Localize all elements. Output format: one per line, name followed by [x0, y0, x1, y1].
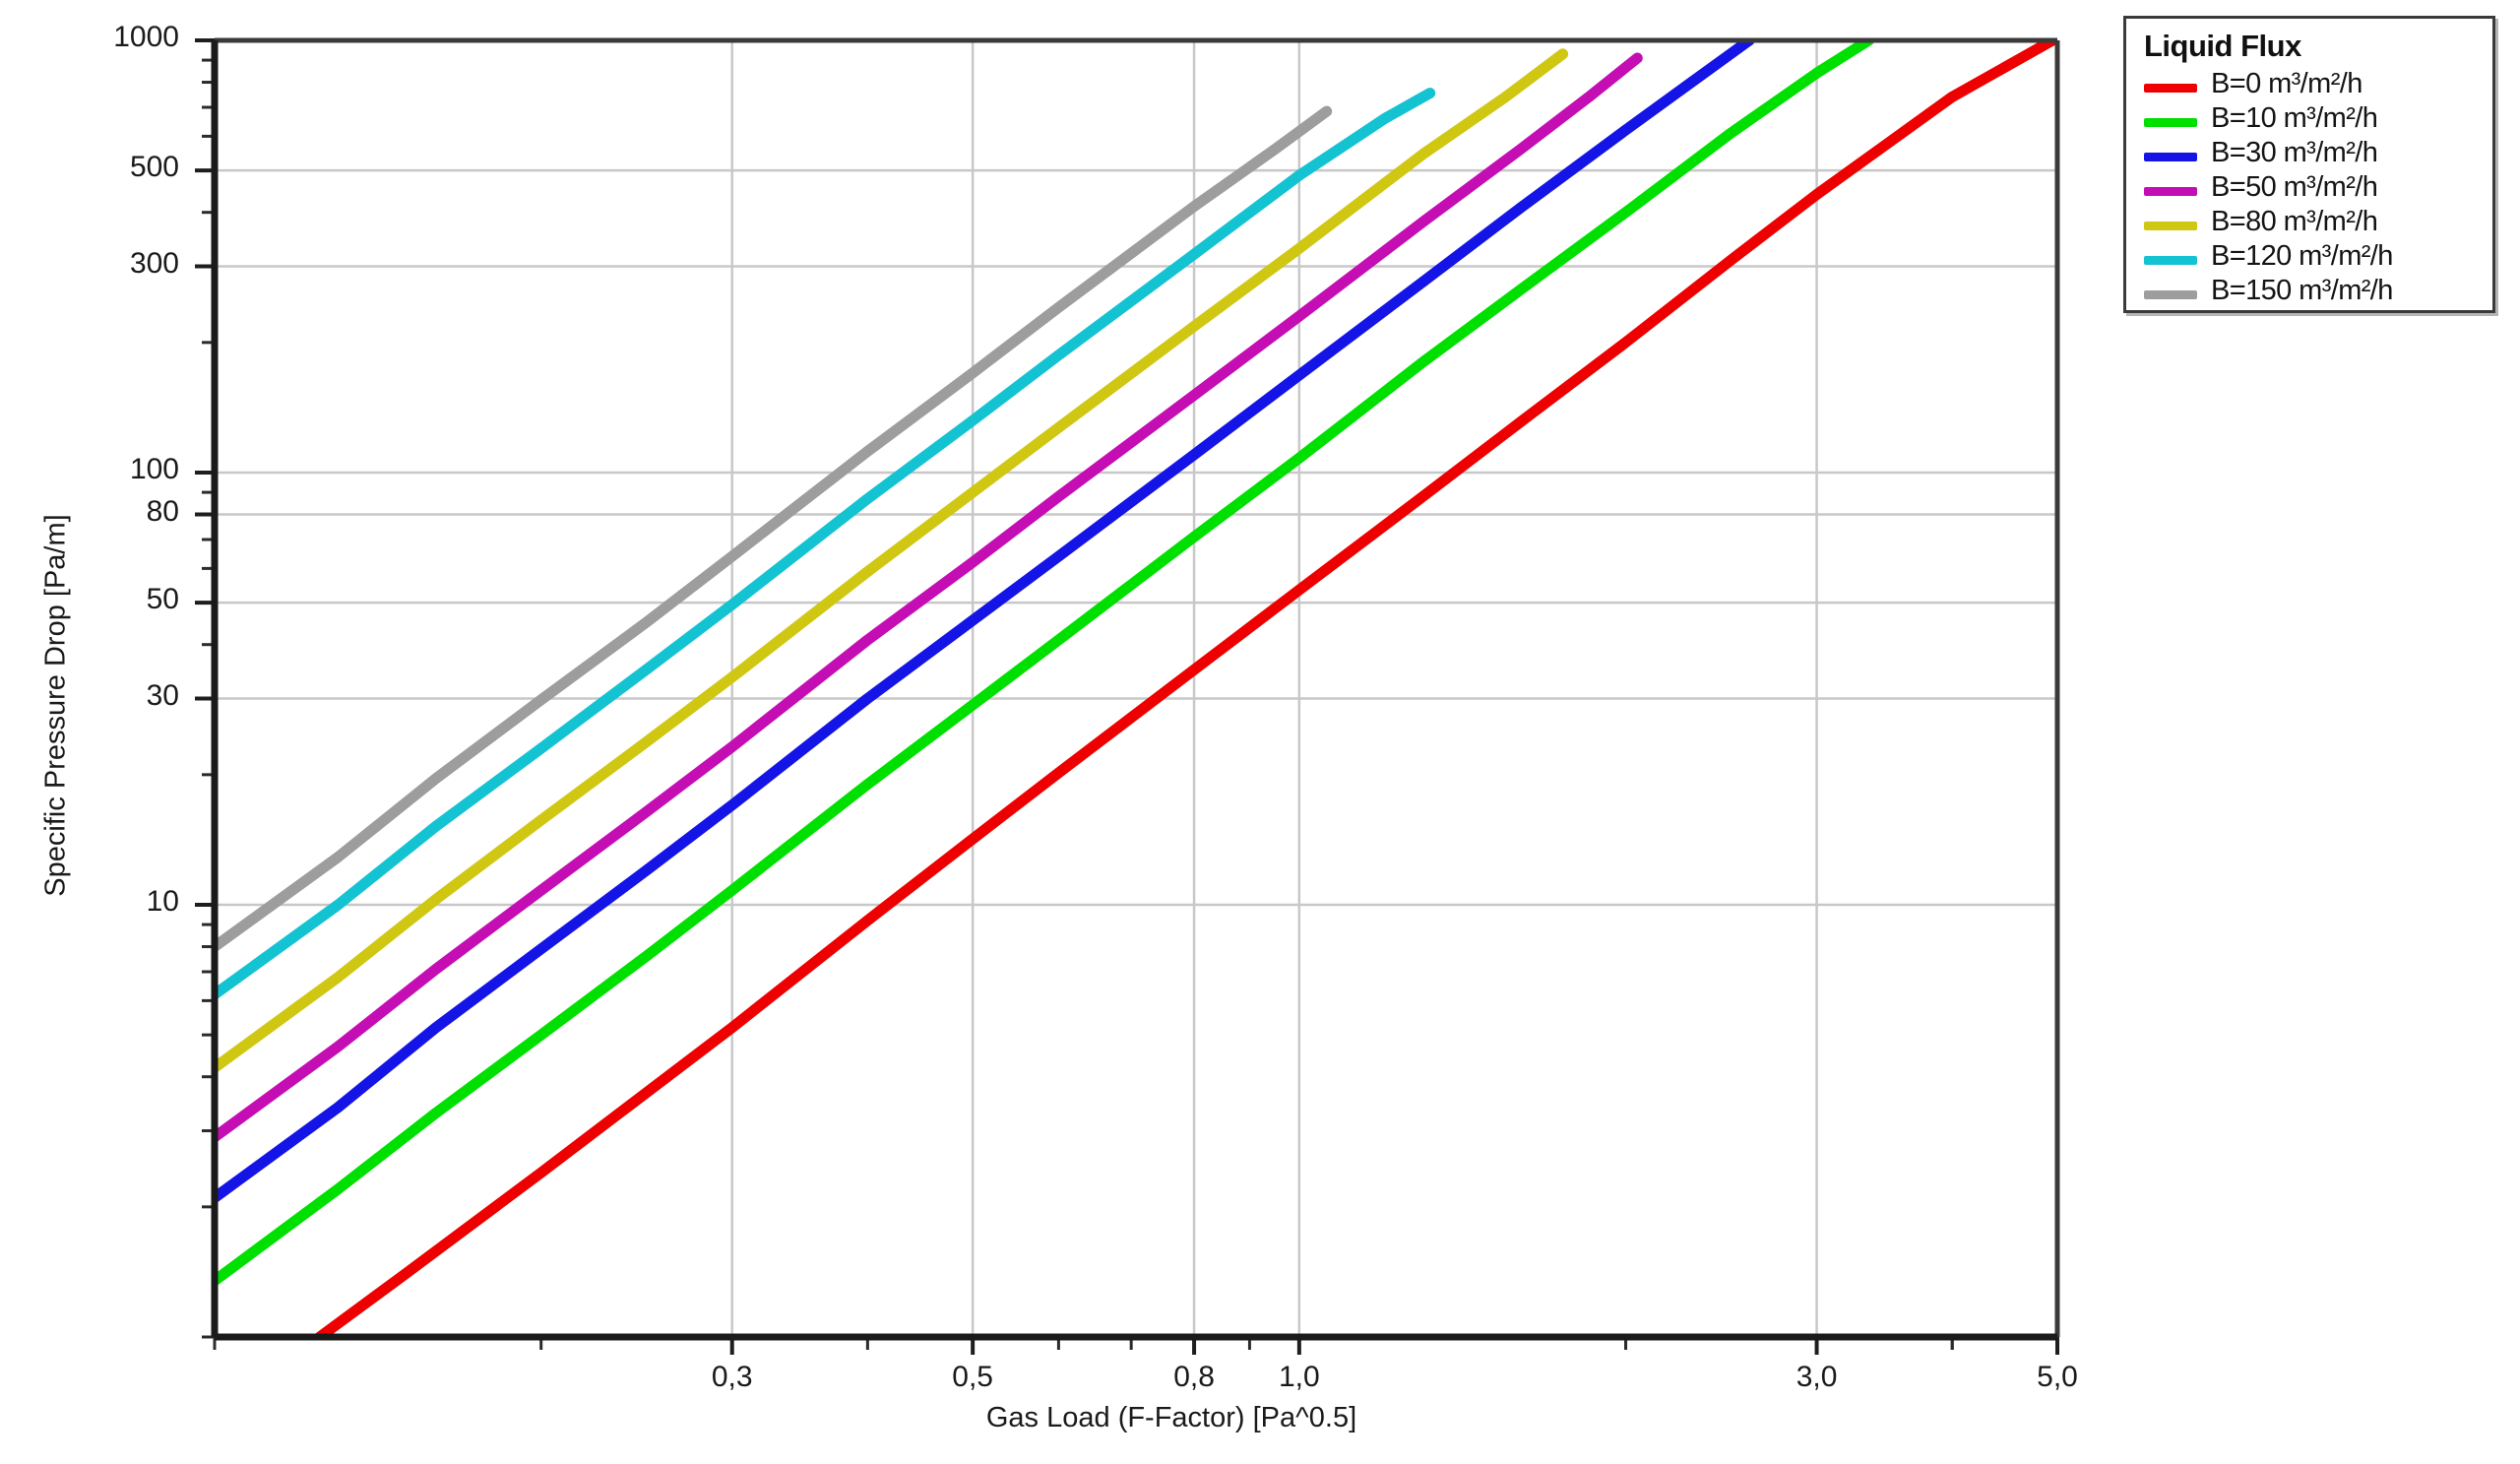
legend-item-4[interactable]: B=80 m³/m²/h — [2144, 206, 2483, 245]
x-tick-label-5: 5,0 — [2037, 1361, 2078, 1393]
series-line-0 — [314, 40, 2057, 1337]
y-tick-label-1: 30 — [146, 678, 179, 712]
legend-item-label: B=50 m³/m²/h — [2211, 171, 2378, 203]
legend-item-label: B=150 m³/m²/h — [2211, 275, 2393, 306]
legend-item-1[interactable]: B=10 m³/m²/h — [2144, 102, 2483, 142]
legend-item-label: B=80 m³/m²/h — [2211, 206, 2378, 237]
legend-item-label: B=0 m³/m²/h — [2211, 68, 2362, 99]
legend-box: Liquid Flux B=0 m³/m²/h B=10 m³/m²/h B=30 … — [2123, 16, 2495, 313]
legend-item-6[interactable]: B=150 m³/m²/h — [2144, 275, 2483, 314]
x-tick-label-0: 0,3 — [711, 1361, 753, 1393]
x-axis-title: Gas Load (F-Factor) [Pa^0.5] — [985, 1402, 1357, 1433]
legend-color-swatch-icon — [2144, 222, 2197, 230]
x-tick-label-2: 0,8 — [1173, 1361, 1215, 1393]
legend-color-swatch-icon — [2144, 187, 2197, 196]
x-tick-label-3: 1,0 — [1278, 1361, 1320, 1393]
y-tick-label-3: 80 — [146, 494, 179, 528]
legend-color-swatch-icon — [2144, 256, 2197, 265]
legend-item-label: B=120 m³/m²/h — [2211, 240, 2393, 272]
y-tick-label-7: 1000 — [113, 21, 179, 53]
legend-item-3[interactable]: B=50 m³/m²/h — [2144, 171, 2483, 211]
legend-color-swatch-icon — [2144, 118, 2197, 127]
series-line-2 — [215, 40, 1755, 1203]
series-line-5 — [215, 88, 1436, 1000]
legend-color-swatch-icon — [2144, 84, 2197, 93]
series-line-1 — [215, 40, 1874, 1287]
legend-item-label: B=10 m³/m²/h — [2211, 102, 2378, 134]
series-line-6 — [215, 105, 1333, 952]
y-tick-label-5: 300 — [129, 246, 179, 280]
y-tick-label-4: 100 — [129, 453, 179, 485]
plot-background — [215, 40, 2057, 1337]
legend-title: Liquid Flux — [2144, 29, 2301, 63]
legend-color-swatch-icon — [2144, 153, 2197, 161]
y-tick-label-6: 500 — [129, 151, 179, 184]
x-tick-label-1: 0,5 — [952, 1361, 993, 1393]
series-line-4 — [215, 48, 1569, 1073]
legend-item-label: B=30 m³/m²/h — [2211, 137, 2378, 168]
x-tick-label-4: 3,0 — [1796, 1361, 1838, 1393]
legend-item-5[interactable]: B=120 m³/m²/h — [2144, 240, 2483, 280]
series-line-3 — [215, 52, 1643, 1143]
legend-color-swatch-icon — [2144, 290, 2197, 299]
legend-item-0[interactable]: B=0 m³/m²/h — [2144, 68, 2483, 107]
legend-item-2[interactable]: B=30 m³/m²/h — [2144, 137, 2483, 176]
y-tick-label-0: 10 — [146, 885, 179, 918]
y-tick-label-2: 50 — [146, 583, 179, 616]
